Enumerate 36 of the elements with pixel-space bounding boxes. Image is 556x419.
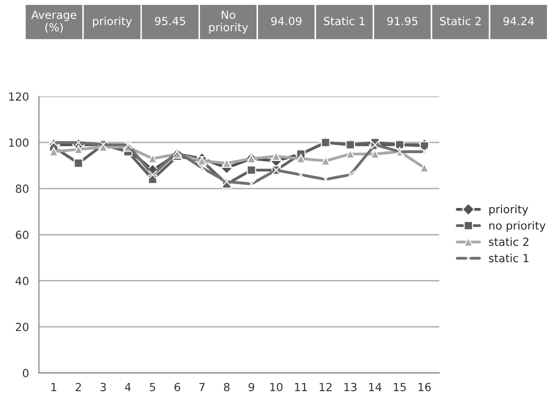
x-tick-label: 10: [270, 382, 282, 392]
x-tick-label: 8: [224, 382, 230, 392]
legend-label: no priority: [489, 221, 546, 232]
x-tick-label: 4: [124, 382, 131, 392]
legend-label: static 1: [488, 254, 528, 262]
text: 95.45: [154, 16, 186, 26]
x-tick-label: 16: [418, 382, 431, 392]
x-tick-label: 12: [320, 382, 332, 392]
text: Static 2: [440, 16, 481, 26]
x-tick-label: 13: [344, 382, 356, 392]
y-tick-label: 120: [9, 92, 28, 101]
text: priority: [93, 16, 132, 28]
x-tick-label: 3: [100, 382, 106, 392]
x-tick-label: 1: [51, 382, 56, 392]
text: 94.24: [503, 16, 534, 26]
x-tick-label: 6: [174, 382, 180, 392]
legend-label: static 2: [488, 237, 528, 246]
x-tick-label: 15: [394, 382, 406, 392]
x-tick-label: 2: [76, 382, 81, 392]
y-tick-label: 0: [22, 368, 28, 378]
text: 94.09: [271, 16, 302, 26]
y-tick-label: 100: [9, 138, 28, 147]
text: No priority: [209, 10, 248, 34]
x-tick-label: 9: [248, 382, 254, 392]
text: 91.95: [387, 16, 418, 26]
x-tick-label: 7: [199, 382, 205, 392]
y-tick-label: 20: [16, 322, 28, 332]
y-tick-label: 80: [16, 184, 28, 193]
x-tick-label: 5: [150, 382, 156, 392]
text: Static 1: [324, 16, 365, 26]
x-tick-label: 11: [295, 382, 307, 392]
legend-label: priority: [489, 204, 528, 216]
x-tick-label: 14: [369, 382, 382, 392]
y-tick-label: 40: [16, 276, 28, 286]
y-tick-label: 60: [16, 230, 28, 240]
text: Average (%): [31, 10, 76, 33]
